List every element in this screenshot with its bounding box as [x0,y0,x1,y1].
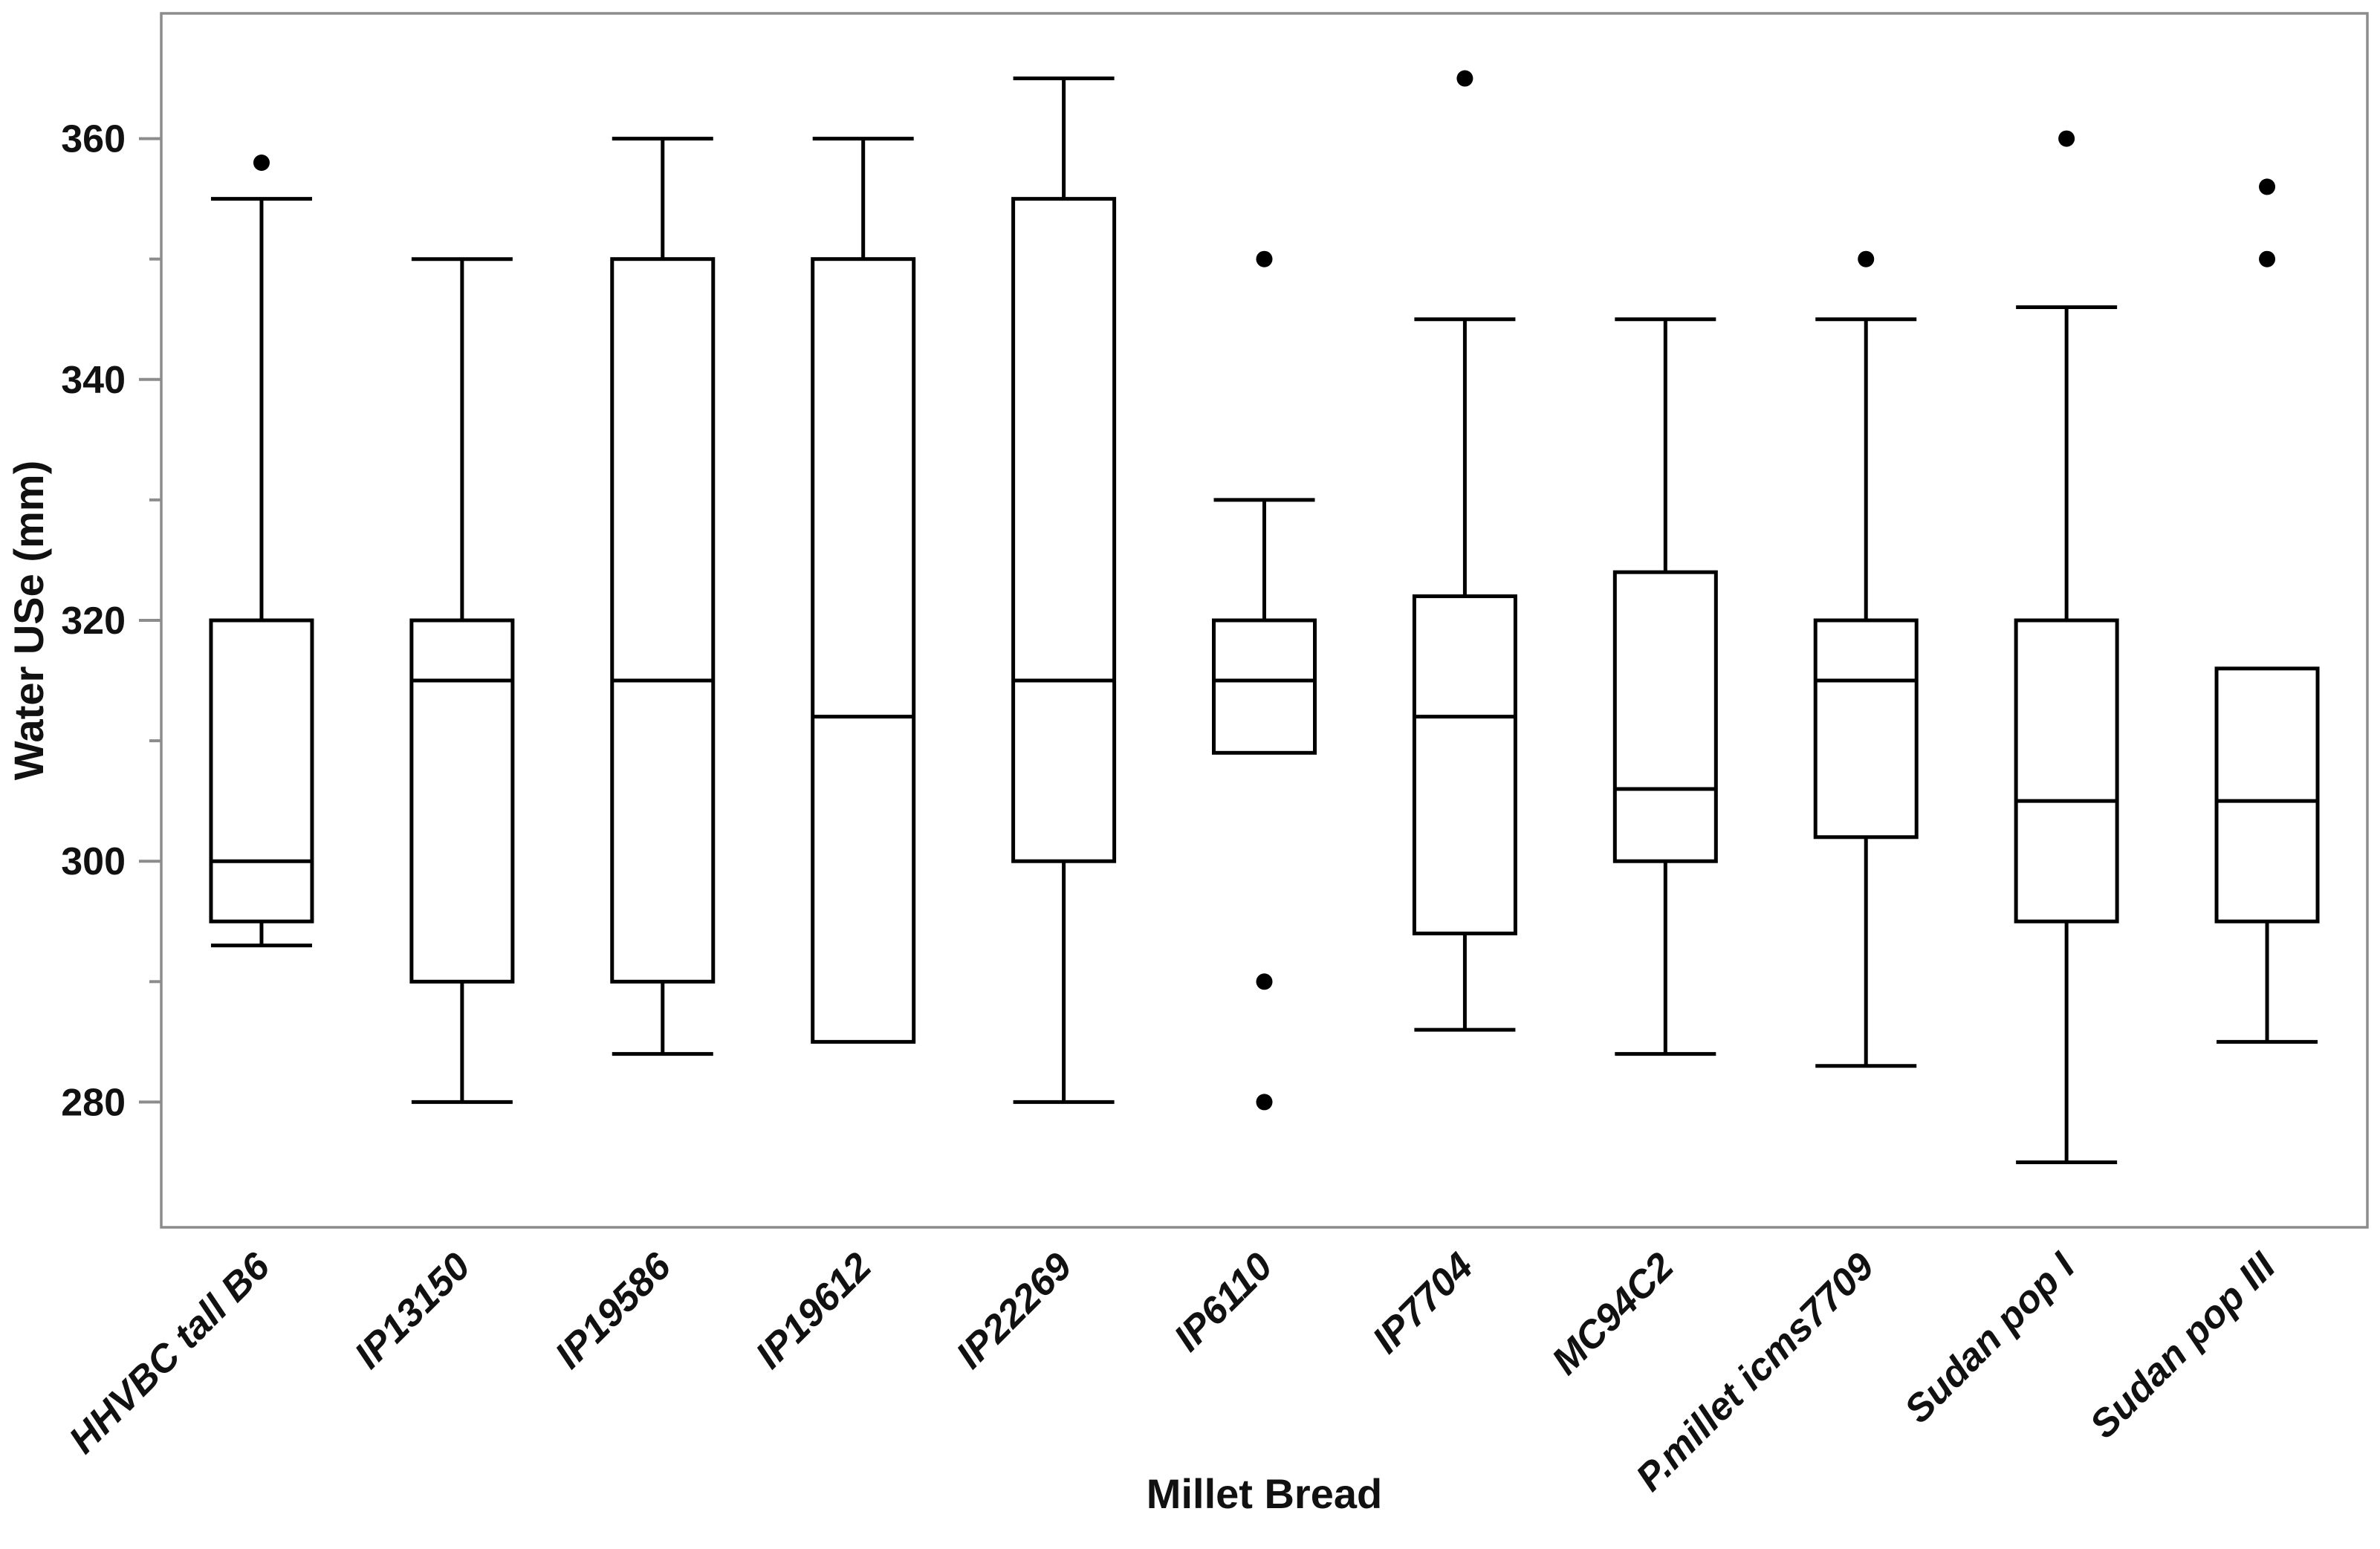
x-axis-category-label: Sudan pop I [1896,1244,2084,1431]
x-axis-category-label: IP22269 [948,1244,1080,1377]
outlier-point [2058,130,2075,147]
y-axis-tick-label: 280 [61,1081,126,1124]
iqr-box [1612,570,1718,863]
outlier-point [1456,70,1473,87]
x-axis-category-label: IP19586 [547,1244,680,1377]
iqr-box [1412,594,1517,935]
outlier-point [1256,1094,1273,1111]
outlier-point [2259,178,2276,195]
outlier-point [253,155,270,172]
outlier-point [2259,250,2276,267]
outlier-point [1256,973,1273,990]
iqr-box [610,257,716,984]
iqr-box [2014,618,2119,923]
x-axis-category-label: Sudan pop III [2082,1244,2285,1446]
iqr-box [409,618,515,984]
iqr-box [2214,666,2320,923]
iqr-box [1813,618,1919,840]
y-axis-title: Water USe (mm) [5,461,52,780]
x-axis-category-label: HHVBC tall B6 [61,1244,279,1462]
x-axis-category-label: IP19612 [748,1244,880,1377]
y-axis-tick-label: 360 [61,118,126,161]
iqr-box [1212,618,1317,755]
iqr-box [209,618,314,923]
x-axis-title: Millet Bread [1147,1470,1382,1517]
y-axis-tick-label: 320 [61,600,126,643]
outlier-point [1256,250,1273,267]
x-axis-category-label: IP13150 [346,1244,479,1377]
y-axis-tick-label: 300 [61,840,126,883]
iqr-box [811,257,916,1044]
y-axis-tick-label: 340 [61,359,126,402]
iqr-box [1011,197,1117,863]
x-axis-category-label: MC94C2 [1544,1244,1682,1383]
x-axis-category-label: IP7704 [1364,1244,1482,1362]
x-axis-category-label: IP6110 [1166,1244,1281,1360]
outlier-point [1858,250,1875,267]
